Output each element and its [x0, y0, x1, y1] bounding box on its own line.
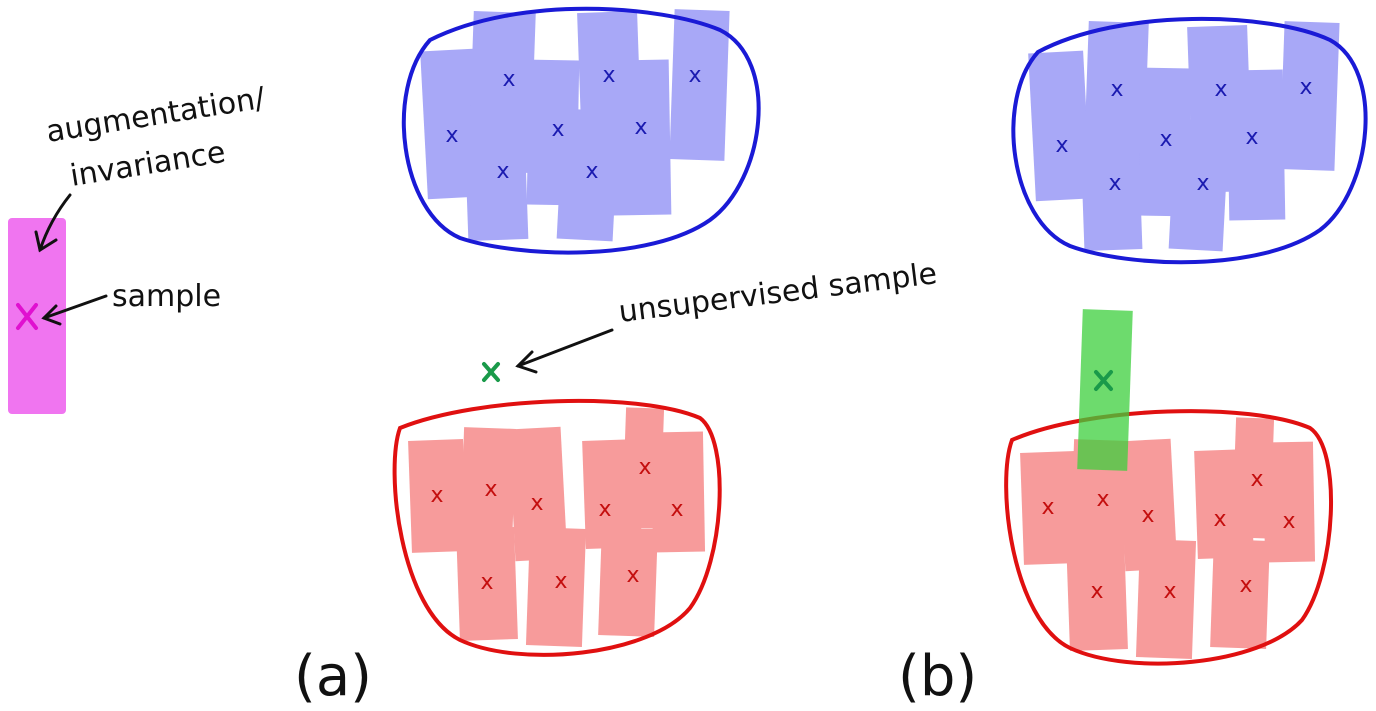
panel-b-label: (b) — [898, 644, 977, 709]
svg-text:x: x — [502, 67, 515, 92]
svg-text:x: x — [634, 115, 647, 140]
svg-text:x: x — [1239, 573, 1252, 598]
svg-text:x: x — [1196, 171, 1209, 196]
svg-text:x: x — [1282, 509, 1295, 534]
panel-b-green-band — [1077, 309, 1133, 471]
panel-b-blue-outline — [1011, 16, 1368, 265]
svg-text:x: x — [551, 117, 564, 142]
sample-label: sample — [112, 279, 221, 314]
svg-text:x: x — [496, 159, 509, 184]
sample-arrow — [41, 294, 108, 326]
panel-a-red-cluster: x x x x x x x x x — [392, 398, 722, 657]
svg-text:x: x — [1213, 507, 1226, 532]
svg-text:x: x — [688, 63, 701, 88]
svg-text:x: x — [1055, 133, 1068, 158]
svg-text:x: x — [585, 159, 598, 184]
svg-text:x: x — [602, 63, 615, 88]
augmentation-label-line2: invariance — [68, 135, 228, 194]
svg-text:x: x — [480, 570, 493, 595]
svg-text:x: x — [430, 483, 443, 508]
panel-b-unsupervised-sample-mark — [1094, 370, 1113, 391]
svg-text:x: x — [1041, 495, 1054, 520]
svg-text:x: x — [484, 477, 497, 502]
svg-text:x: x — [445, 123, 458, 148]
svg-text:x: x — [1245, 125, 1258, 150]
panel-a-blue-cluster: x x x x x x x x — [401, 6, 761, 255]
panel-a-label: (a) — [294, 644, 372, 709]
panel-a: x x x x x x x x unsupervised sample — [294, 6, 939, 709]
svg-text:x: x — [1299, 75, 1312, 100]
panel-b: x x x x x x x x — [898, 16, 1368, 709]
legend: augmentation/ invariance sample — [8, 81, 268, 414]
panel-b-blue-cluster: x x x x x x x x — [1011, 16, 1368, 265]
svg-text:x: x — [638, 455, 651, 480]
svg-text:x: x — [1110, 77, 1123, 102]
svg-text:x: x — [1214, 77, 1227, 102]
legend-sample-mark — [16, 303, 38, 330]
unsupervised-sample-label: unsupervised sample — [617, 256, 939, 330]
svg-text:x: x — [1090, 579, 1103, 604]
svg-text:x: x — [1163, 579, 1176, 604]
panel-b-red-cluster: x x x x x x x x x — [1004, 409, 1333, 666]
svg-text:x: x — [530, 491, 543, 516]
svg-text:x: x — [554, 569, 567, 594]
panel-b-red-outline — [1004, 409, 1333, 666]
svg-text:x: x — [626, 563, 639, 588]
svg-text:x: x — [1108, 171, 1121, 196]
panel-a-blue-outline — [401, 6, 761, 255]
augmentation-arrow — [34, 193, 72, 253]
svg-text:x: x — [670, 497, 683, 522]
svg-text:x: x — [1096, 487, 1109, 512]
unsupervised-sample-mark — [482, 362, 500, 382]
svg-text:x: x — [1141, 503, 1154, 528]
svg-text:x: x — [598, 497, 611, 522]
unsupervised-sample-arrow — [515, 328, 614, 374]
panel-a-red-outline — [392, 398, 722, 657]
legend-augmentation-band — [8, 218, 66, 414]
augmentation-label-line1: augmentation/ — [44, 81, 268, 150]
svg-text:x: x — [1159, 127, 1172, 152]
svg-text:x: x — [1250, 467, 1263, 492]
